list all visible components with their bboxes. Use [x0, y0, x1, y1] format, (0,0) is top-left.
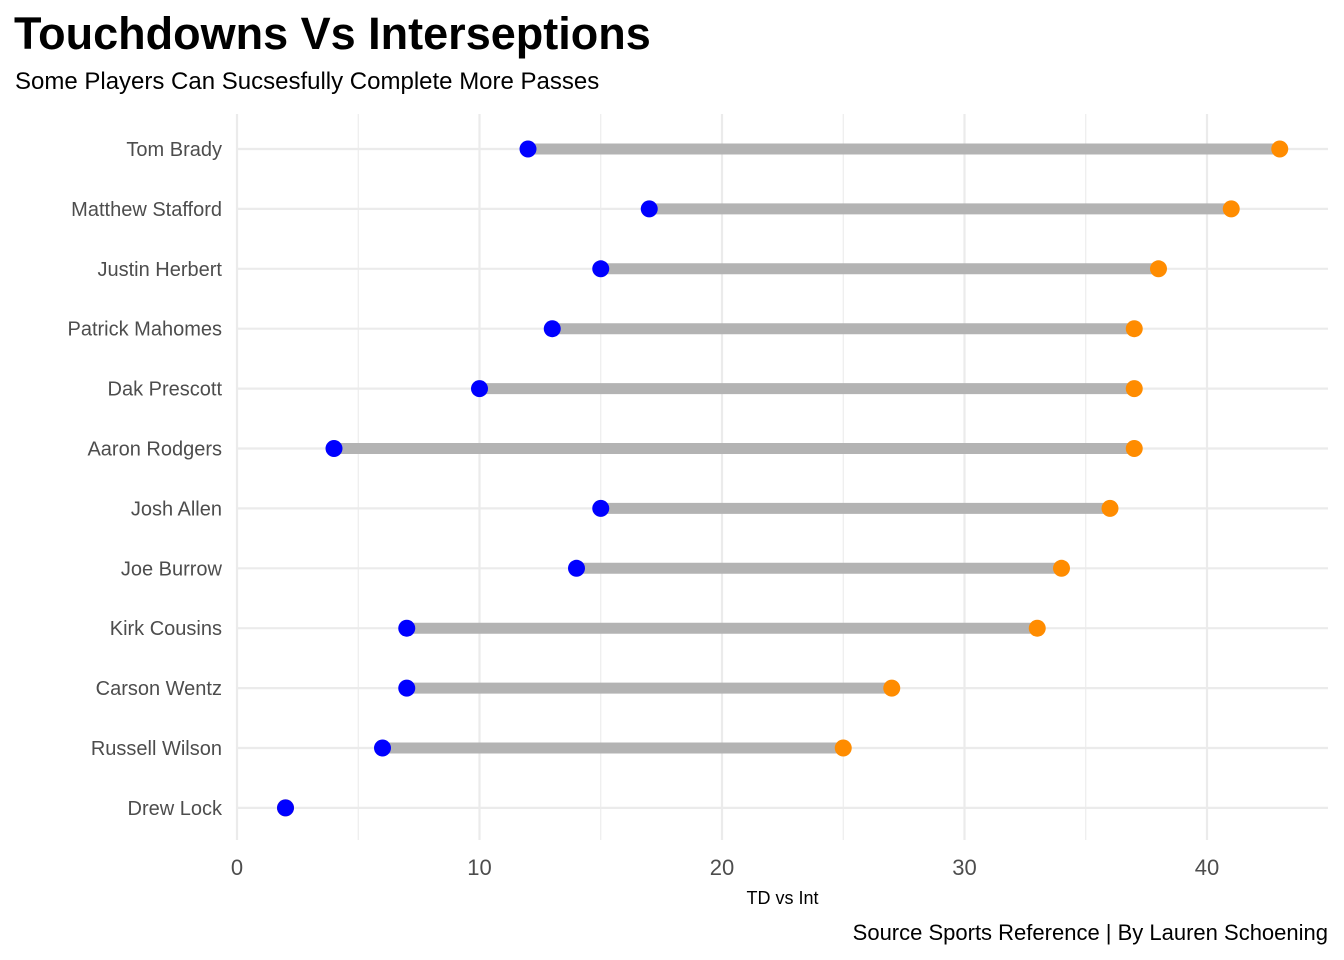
interception-point [277, 799, 294, 817]
chart-title: Touchdowns Vs Interseptions [14, 8, 651, 59]
interception-point [568, 559, 585, 577]
y-tick-label: Patrick Mahomes [68, 319, 223, 341]
y-tick-label: Aaron Rodgers [87, 439, 222, 461]
chart-subtitle: Some Players Can Sucsesfully Complete Mo… [15, 68, 600, 95]
y-tick-label: Joe Burrow [121, 558, 223, 580]
y-tick-label: Tom Brady [126, 139, 222, 161]
x-tick-label: 30 [952, 855, 976, 880]
touchdown-point [1222, 200, 1240, 218]
chart-caption: Source Sports Reference | By Lauren Scho… [852, 920, 1328, 945]
y-tick-label: Carson Wentz [96, 678, 222, 700]
x-tick-label: 0 [231, 855, 243, 880]
touchdown-point [1271, 140, 1289, 158]
dumbbell-segments [334, 143, 1280, 754]
interception-point [543, 320, 561, 338]
interception-point [592, 260, 610, 278]
x-axis-ticks: 0 10 20 30 40 [231, 855, 1219, 880]
y-tick-label: Kirk Cousins [110, 618, 222, 640]
y-tick-label: Josh Allen [131, 498, 222, 520]
touchdown-point [1150, 260, 1167, 278]
interception-point [325, 440, 343, 457]
touchdown-point [1101, 499, 1119, 517]
x-tick-label: 20 [710, 855, 734, 880]
touchdown-point [1028, 619, 1046, 637]
y-tick-label: Justin Herbert [98, 259, 223, 281]
interception-point [519, 140, 537, 158]
y-tick-label: Dak Prescott [108, 379, 223, 401]
x-tick-label: 10 [467, 855, 491, 880]
interception-point [398, 679, 416, 697]
x-axis-label: TD vs Int [746, 888, 818, 908]
interception-point [640, 200, 658, 218]
data-points [277, 140, 1289, 817]
touchdown-point [1125, 320, 1143, 338]
y-tick-label: Matthew Stafford [71, 199, 222, 221]
x-tick-label: 40 [1195, 855, 1219, 880]
touchdown-point [883, 679, 901, 697]
interception-point [398, 619, 416, 637]
y-tick-label: Russell Wilson [91, 738, 222, 760]
interception-point [592, 499, 610, 517]
y-axis-ticks: Tom Brady Matthew Stafford Justin Herbert P… [68, 139, 223, 820]
gridlines [235, 114, 1328, 840]
touchdown-point [1125, 380, 1143, 398]
interception-point [374, 739, 391, 757]
y-tick-label: Drew Lock [128, 798, 223, 820]
touchdown-point [1125, 440, 1143, 457]
touchdown-point [834, 739, 852, 757]
interception-point [471, 380, 488, 398]
touchdown-point [1053, 559, 1070, 577]
